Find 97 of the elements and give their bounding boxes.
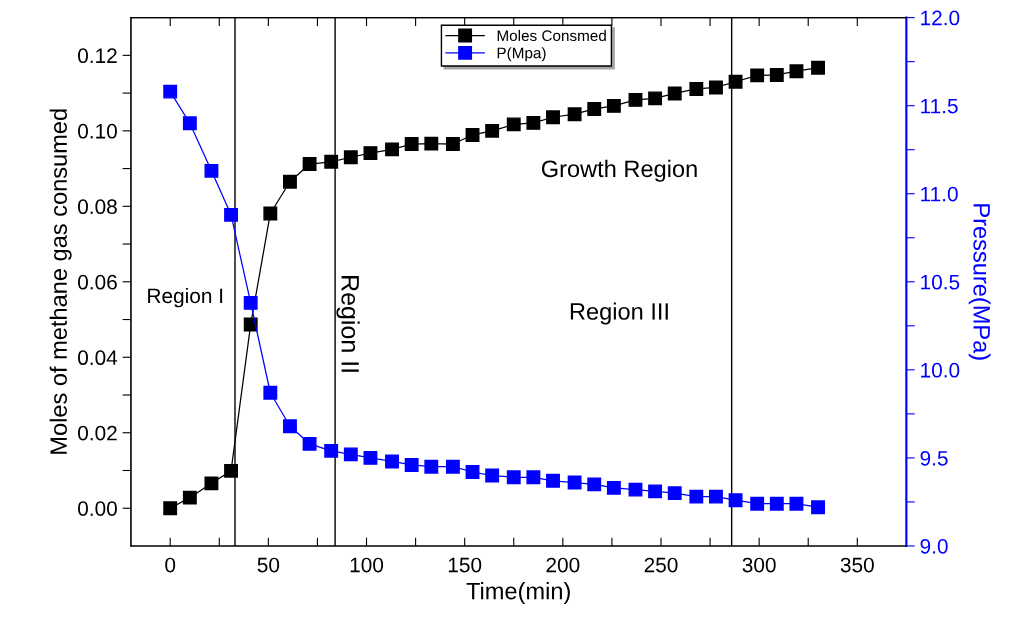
- annotation: Growth Region: [541, 159, 697, 182]
- x-tick-label: 350: [840, 557, 874, 573]
- point: [424, 459, 439, 474]
- point: [689, 489, 704, 504]
- point: [343, 150, 358, 165]
- annotation: Region III: [570, 302, 668, 325]
- y-tick-label: 0.04: [78, 350, 118, 366]
- point: [204, 476, 219, 491]
- point: [567, 475, 582, 490]
- point: [811, 60, 825, 75]
- y2-tick-label: 12.0: [921, 10, 960, 26]
- point: [628, 92, 643, 107]
- point: [243, 295, 258, 310]
- point: [424, 136, 439, 151]
- point: [263, 206, 278, 221]
- point: [182, 490, 197, 505]
- point: [769, 496, 784, 511]
- point: [385, 454, 399, 469]
- point: [750, 496, 765, 511]
- point: [606, 98, 621, 113]
- point: [324, 443, 339, 458]
- y-axis-title: Moles of methane gas consumed: [49, 109, 72, 454]
- point: [567, 107, 582, 122]
- point: [343, 447, 358, 462]
- x-tick-label: 250: [644, 557, 678, 573]
- y2-tick-label: 9.5: [920, 450, 948, 466]
- point: [163, 84, 178, 99]
- y-tick-label: 0.08: [78, 199, 117, 215]
- point: [546, 110, 560, 125]
- point: [709, 489, 723, 504]
- x-tick-label: 200: [546, 557, 580, 573]
- y-tick-label: 0.10: [78, 123, 117, 139]
- point: [363, 146, 378, 161]
- y-tick-label: 0.06: [78, 274, 117, 290]
- point: [182, 116, 197, 131]
- point: [302, 436, 317, 451]
- point: [526, 115, 541, 130]
- point: [404, 458, 419, 472]
- legend-label: P(Mpa): [497, 47, 546, 62]
- y-tick-label: 0.00: [78, 501, 117, 516]
- point: [789, 496, 804, 511]
- point: [465, 128, 480, 142]
- point: [728, 493, 743, 508]
- point: [404, 137, 419, 151]
- point: [811, 500, 825, 515]
- point: [445, 137, 460, 151]
- point: [302, 157, 317, 171]
- point: [628, 482, 643, 497]
- y2-tick-label: 9.0: [920, 538, 948, 554]
- point: [163, 501, 178, 516]
- point: [224, 463, 239, 478]
- point: [769, 68, 784, 82]
- point: [485, 468, 500, 483]
- point: [485, 123, 500, 138]
- point: [789, 64, 804, 79]
- y2-tick-label: 10.5: [921, 274, 960, 290]
- point: [587, 477, 602, 492]
- y-tick-label: 0.12: [78, 48, 117, 64]
- point: [606, 480, 621, 495]
- y2-axis-title: Pressure(MPa): [968, 204, 991, 360]
- y-tick-label: 0.02: [78, 425, 117, 441]
- point: [728, 74, 743, 89]
- annotation: Region II: [336, 276, 360, 372]
- point: [648, 91, 663, 106]
- point: [689, 81, 704, 96]
- point: [667, 86, 682, 101]
- y2-tick-label: 11.0: [921, 186, 958, 202]
- point: [546, 473, 560, 488]
- point: [526, 470, 541, 485]
- point: [283, 174, 297, 189]
- legend-label: Moles Consmed: [497, 29, 606, 42]
- y2-tick-label: 11.5: [921, 98, 958, 114]
- point: [709, 80, 723, 95]
- x-tick-label: 100: [350, 557, 384, 573]
- point: [648, 484, 663, 499]
- point: [283, 419, 297, 434]
- x-axis-title: Time(min): [466, 582, 570, 605]
- point: [385, 142, 399, 157]
- point: [465, 465, 480, 479]
- point: [506, 117, 521, 132]
- x-tick-label: 50: [257, 557, 280, 573]
- point: [263, 385, 278, 400]
- point: [224, 207, 239, 222]
- annotation: Region I: [148, 287, 223, 308]
- point: [506, 470, 521, 485]
- point: [587, 101, 602, 116]
- point: [243, 317, 258, 332]
- point: [324, 154, 339, 169]
- point: [204, 163, 219, 178]
- y2-tick-label: 10.0: [921, 362, 960, 378]
- point: [445, 459, 460, 474]
- point: [667, 486, 682, 501]
- x-tick-label: 150: [448, 557, 482, 573]
- x-tick-label: 0: [165, 557, 176, 573]
- point: [363, 450, 378, 465]
- x-tick-label: 300: [742, 557, 776, 573]
- point: [750, 68, 765, 83]
